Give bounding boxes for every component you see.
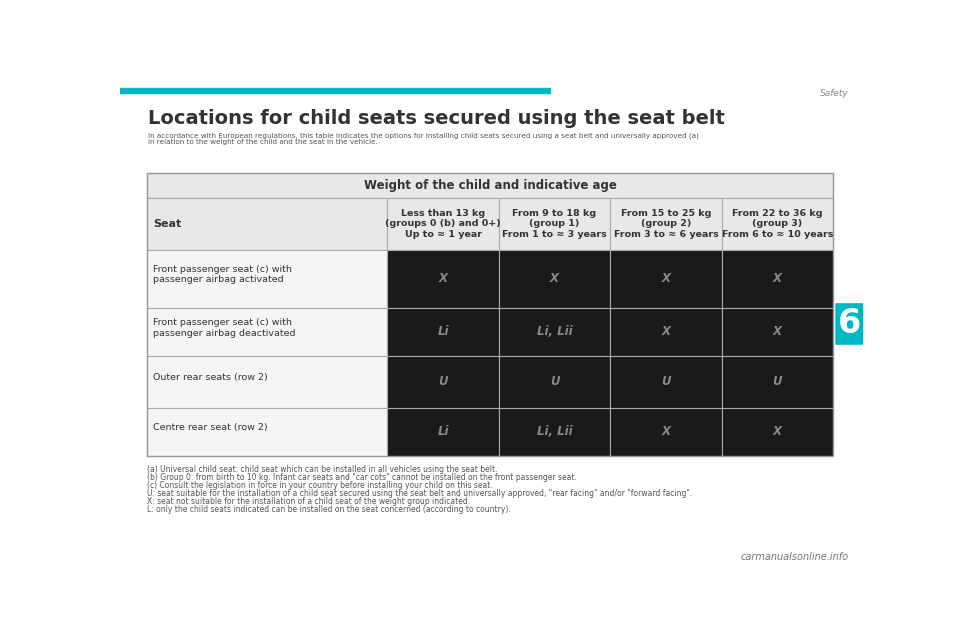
Bar [388, 250, 499, 308]
Bar [722, 356, 833, 408]
Bar [611, 308, 722, 356]
Bar [722, 308, 833, 356]
Bar [388, 408, 499, 456]
Bar [722, 198, 833, 250]
FancyBboxPatch shape [835, 303, 863, 345]
Text: Li: Li [438, 325, 449, 338]
Text: U: U [550, 375, 560, 388]
Text: in relation to the weight of the child and the seat in the vehicle.: in relation to the weight of the child a… [148, 139, 378, 145]
Text: X: X [661, 425, 670, 438]
Bar [499, 408, 611, 456]
Text: From 22 to 36 kg
(group 3)
From 6 to ≈ 10 years: From 22 to 36 kg (group 3) From 6 to ≈ 1… [722, 209, 833, 239]
Text: Centre rear seat (row 2): Centre rear seat (row 2) [154, 424, 268, 433]
Text: L: only the child seats indicated can be installed on the seat concerned (accord: L: only the child seats indicated can be… [147, 506, 511, 515]
Text: From 9 to 18 kg
(group 1)
From 1 to ≈ 3 years: From 9 to 18 kg (group 1) From 1 to ≈ 3 … [502, 209, 607, 239]
Bar [120, 88, 550, 93]
Text: Seat: Seat [154, 219, 181, 229]
Text: X: X [661, 273, 670, 285]
Text: X: X [773, 425, 781, 438]
Text: X: X [773, 273, 781, 285]
Text: U: U [661, 375, 671, 388]
Bar [147, 356, 388, 408]
Bar [147, 173, 833, 198]
Text: X: X [550, 273, 559, 285]
Text: Locations for child seats secured using the seat belt: Locations for child seats secured using … [148, 109, 725, 128]
Bar [499, 308, 611, 356]
Text: From 15 to 25 kg
(group 2)
From 3 to ≈ 6 years: From 15 to 25 kg (group 2) From 3 to ≈ 6… [613, 209, 718, 239]
Bar [147, 198, 388, 250]
Text: X: X [661, 325, 670, 338]
Text: Front passenger seat (c) with
passenger airbag activated: Front passenger seat (c) with passenger … [154, 264, 292, 284]
Text: In accordance with European regulations, this table indicates the options for in: In accordance with European regulations,… [148, 132, 699, 139]
Text: X: X [439, 273, 447, 285]
Bar [499, 356, 611, 408]
Bar [147, 308, 388, 356]
Bar [388, 198, 499, 250]
Text: U: U [773, 375, 782, 388]
Bar [388, 356, 499, 408]
Text: carmanualsonline.info: carmanualsonline.info [740, 552, 849, 562]
Bar [611, 198, 722, 250]
Bar [722, 408, 833, 456]
Text: Li, Lii: Li, Lii [537, 425, 572, 438]
Text: Li, Lii: Li, Lii [537, 325, 572, 338]
Bar [499, 198, 611, 250]
Bar [147, 173, 833, 456]
Text: (a) Universal child seat: child seat which can be installed in all vehicles usin: (a) Universal child seat: child seat whi… [147, 465, 497, 474]
Text: Safety: Safety [820, 89, 849, 98]
Bar [611, 356, 722, 408]
Bar [611, 250, 722, 308]
Text: X: X [773, 325, 781, 338]
Text: U: U [439, 375, 447, 388]
Bar [388, 308, 499, 356]
Text: U: seat suitable for the installation of a child seat secured using the seat bel: U: seat suitable for the installation of… [147, 489, 692, 498]
Text: (c) Consult the legislation in force in your country before installing your chil: (c) Consult the legislation in force in … [147, 481, 492, 490]
Bar [722, 250, 833, 308]
Text: X: seat not suitable for the installation of a child seat of the weight group in: X: seat not suitable for the installatio… [147, 497, 470, 506]
Text: Less than 13 kg
(groups 0 (b) and 0+)
Up to ≈ 1 year: Less than 13 kg (groups 0 (b) and 0+) Up… [385, 209, 501, 239]
Bar [147, 408, 388, 456]
Text: Weight of the child and indicative age: Weight of the child and indicative age [364, 179, 616, 192]
Text: (b) Group 0: from birth to 10 kg. Infant car seats and "car cots" cannot be inst: (b) Group 0: from birth to 10 kg. Infant… [147, 473, 577, 482]
Text: Li: Li [438, 425, 449, 438]
Bar [147, 250, 388, 308]
Bar [499, 250, 611, 308]
Text: Outer rear seats (row 2): Outer rear seats (row 2) [154, 373, 268, 382]
Bar [611, 408, 722, 456]
Text: Front passenger seat (c) with
passenger airbag deactivated: Front passenger seat (c) with passenger … [154, 318, 296, 337]
Text: 6: 6 [838, 307, 861, 340]
